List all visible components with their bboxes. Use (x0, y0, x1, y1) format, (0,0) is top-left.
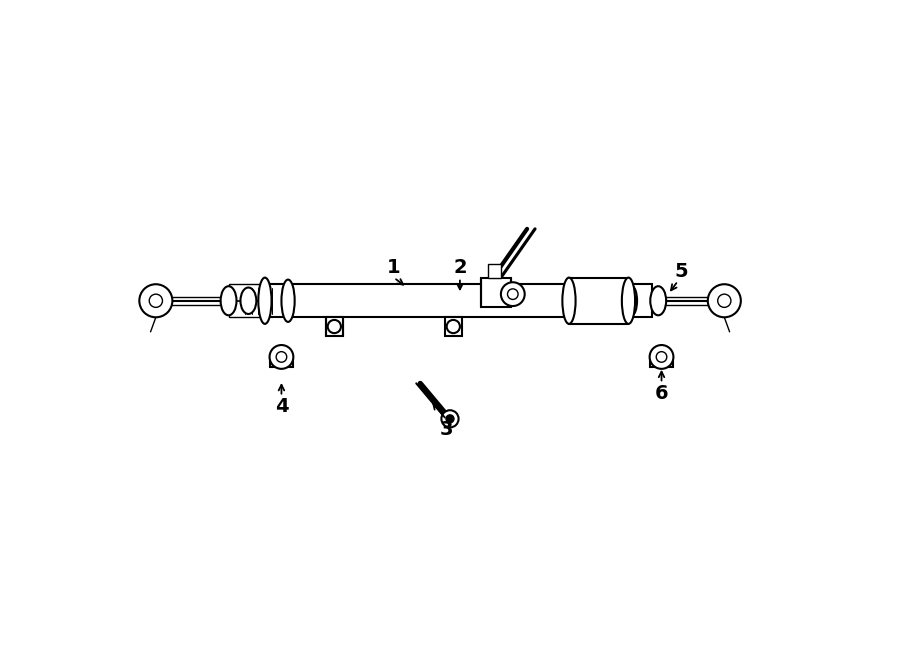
Ellipse shape (220, 286, 237, 315)
Text: 1: 1 (387, 258, 400, 277)
Circle shape (508, 289, 518, 299)
Bar (488, 264, 501, 278)
Text: 4: 4 (274, 397, 288, 416)
Text: 2: 2 (453, 258, 467, 277)
Circle shape (446, 415, 454, 423)
Circle shape (276, 352, 287, 362)
Circle shape (328, 320, 341, 333)
Circle shape (149, 294, 163, 307)
Bar (229, 284, 265, 317)
Ellipse shape (651, 286, 666, 315)
Circle shape (717, 294, 731, 307)
Circle shape (140, 284, 173, 317)
Circle shape (501, 282, 525, 306)
Bar (269, 359, 293, 367)
Ellipse shape (240, 288, 256, 314)
Circle shape (269, 345, 293, 369)
Bar (446, 317, 462, 336)
Text: 3: 3 (440, 420, 454, 439)
Bar (265, 284, 622, 317)
Bar (482, 278, 511, 307)
Ellipse shape (282, 280, 294, 322)
Circle shape (656, 352, 667, 362)
Ellipse shape (562, 278, 576, 324)
Text: 5: 5 (674, 262, 688, 280)
Circle shape (707, 284, 741, 317)
Bar (622, 284, 652, 317)
Ellipse shape (258, 278, 272, 324)
Ellipse shape (626, 286, 637, 315)
Text: 6: 6 (654, 384, 669, 403)
Circle shape (441, 410, 459, 428)
Bar (569, 278, 628, 324)
Ellipse shape (622, 278, 635, 324)
Circle shape (650, 345, 673, 369)
Bar (327, 317, 343, 336)
Bar (650, 359, 673, 367)
Circle shape (446, 320, 460, 333)
